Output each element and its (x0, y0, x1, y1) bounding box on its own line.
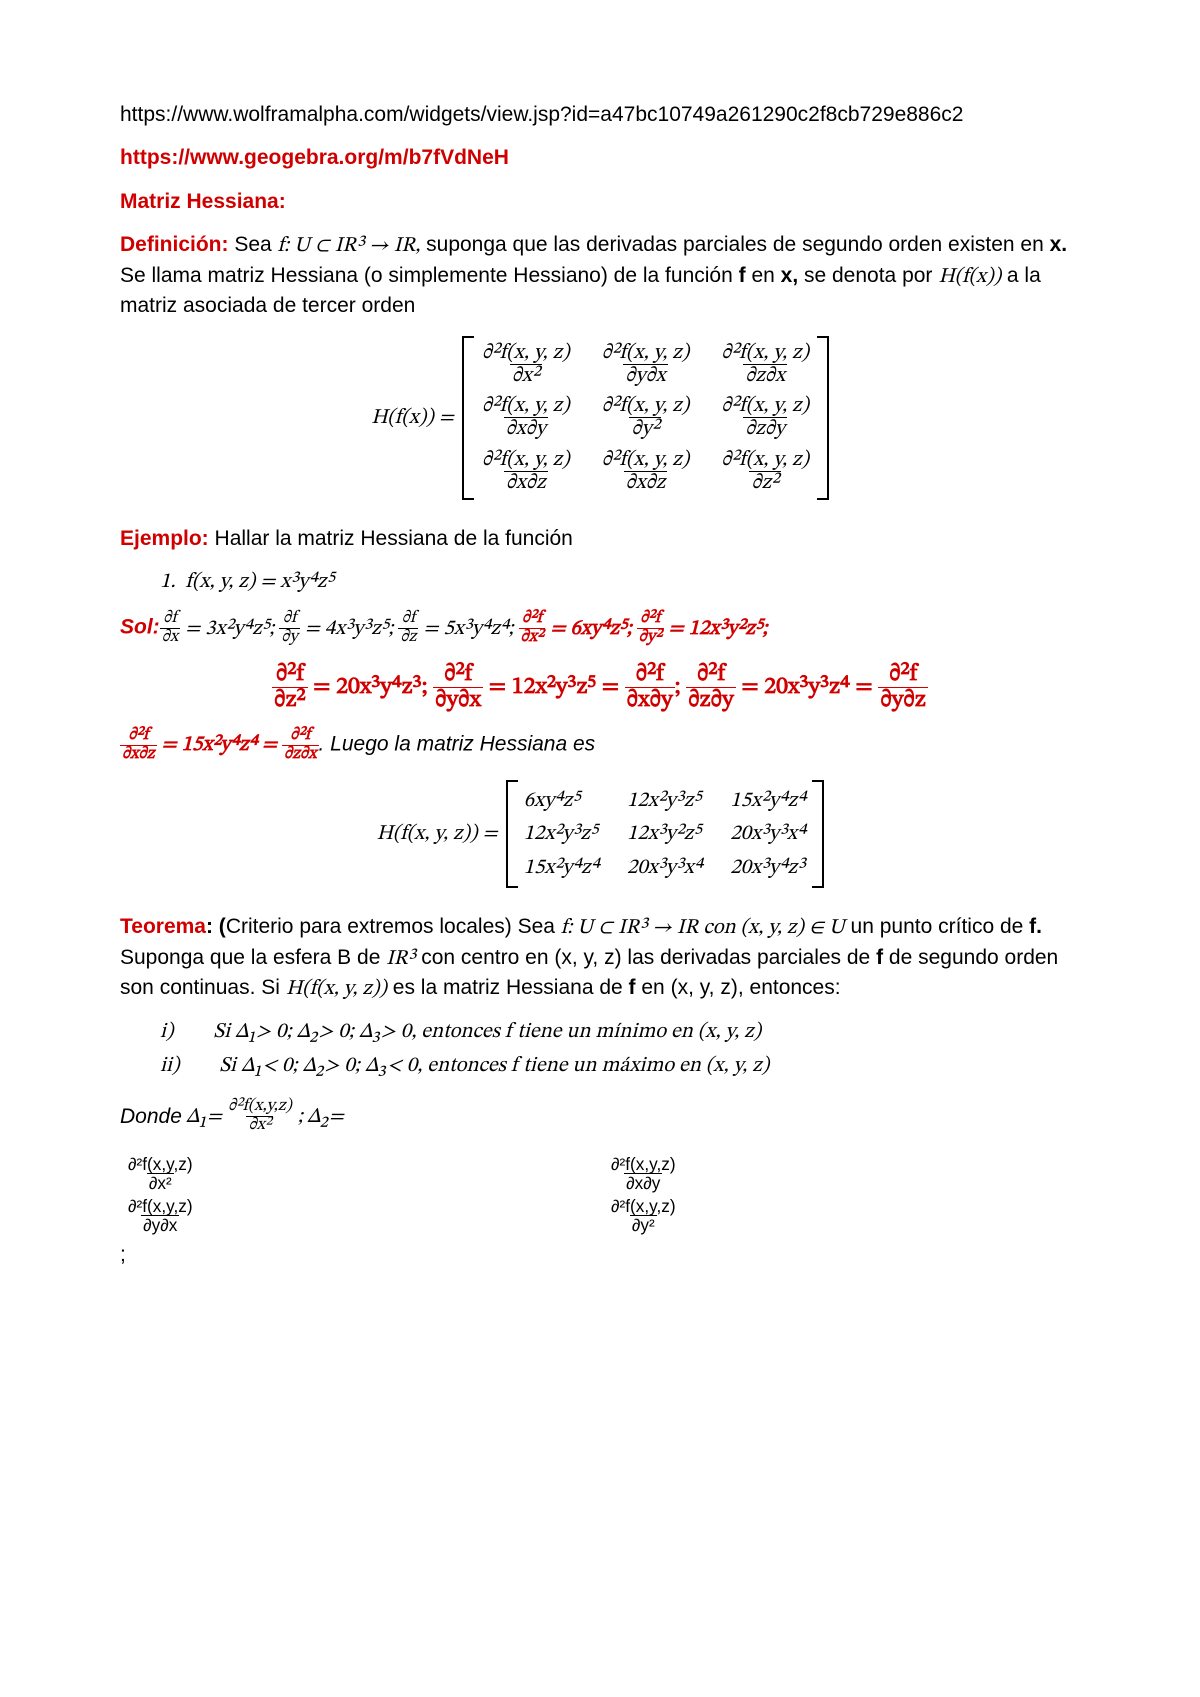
matrix-cell: ∂²f(x, y, z)∂z∂y (719, 395, 811, 440)
solution-line-2: ∂²f∂z² = 20x³y⁴z³; ∂²f∂y∂x = 12x²y³z⁵ = … (120, 662, 1080, 713)
teo-t4: con centro en (x, y, z) las derivadas pa… (415, 946, 876, 969)
cond-ii-text: Si Δ₁< 0; Δ₂> 0; Δ₃< 0, entonces f tiene… (219, 1051, 769, 1080)
matrix-cell: 12x²y³z⁵ (524, 819, 599, 848)
matrix-cell: 20x³y⁴z³ (730, 853, 805, 882)
deltas-line: Donde Δ₁= ∂²f(x,y,z)∂x² ; Δ₂= (120, 1098, 1080, 1135)
matrix-cell: 15x²y⁴z⁴ (730, 786, 805, 815)
matrix-cell: ∂²f(x, y, z)∂y² (600, 395, 692, 440)
hessian-def-lhs: H(f(x)) = (371, 403, 454, 432)
ejemplo-text: Hallar la matriz Hessiana de la función (209, 527, 573, 550)
def-t5: se denota por (798, 264, 938, 287)
def-t1: Sea (229, 233, 278, 256)
page: https://www.wolframalpha.com/widgets/vie… (0, 0, 1200, 1697)
sl3-num1: ∂²f (126, 727, 150, 745)
teo-t3: Suponga que la esfera B de (120, 946, 386, 969)
teorema-paragraph: Teorema: (Criterio para extremos locales… (120, 912, 1080, 1003)
cond-ii-label: ii) (160, 1051, 179, 1080)
teo-ir3: IR³ (386, 948, 415, 969)
matrix-cell: 15x²y⁴z⁴ (524, 853, 599, 882)
example-num: 1. (160, 571, 176, 592)
teo-t6: es la matriz Hessiana de (387, 976, 629, 999)
sol-label: Sol: (120, 616, 160, 639)
matrix-cell: 12x³y²z⁵ (627, 819, 702, 848)
cond-i-label: i) (160, 1017, 173, 1046)
matrix-cell: 12x²y³z⁵ (627, 786, 702, 815)
example-item: 1. f(x, y, z) = x³y⁴z⁵ (160, 567, 1080, 596)
det-cell: ∂²f(x,y,z)∂y∂x (126, 1197, 591, 1234)
def-x: x. (1050, 233, 1068, 256)
ejemplo-label: Ejemplo: (120, 527, 209, 550)
matrix-cell: ∂²f(x, y, z)∂z² (719, 449, 811, 494)
delta2-lhs: Δ₂= (307, 1102, 344, 1131)
sl3-mid: = 15x²y⁴z⁴ = (157, 734, 282, 755)
example-fn: f(x, y, z) = x³y⁴z⁵ (185, 571, 334, 592)
det-cell: ∂²f(x,y,z)∂x² (126, 1155, 591, 1192)
matrix-cell: ∂²f(x, y, z)∂y∂x (600, 342, 692, 387)
def-hf: H(f(x)) (938, 266, 1001, 287)
solution-line-3: ∂²f∂x∂z = 15x²y⁴z⁴ = ∂²f∂z∂x. Luego la m… (120, 727, 1080, 764)
sl3-den2: ∂z∂x (282, 745, 319, 764)
matrix-cell: ∂²f(x, y, z)∂z∂x (719, 342, 811, 387)
hessian-res-lhs: H(f(x, y, z)) = (376, 819, 497, 848)
heading-matriz: Matriz Hessiana: (120, 187, 1080, 216)
teo-f1: f. (1029, 915, 1042, 938)
teo-paren: : ( (206, 915, 226, 938)
matrix-cell: ∂²f(x, y, z)∂x∂z (480, 449, 572, 494)
geogebra-link[interactable]: https://www.geogebra.org/m/b7fVdNeH (120, 143, 1080, 172)
matrix-cell: 6xy⁴z⁵ (524, 786, 599, 815)
ejemplo-line: Ejemplo: Hallar la matriz Hessiana de la… (120, 524, 1080, 553)
teorema-label: Teorema (120, 915, 206, 938)
def-f: f (739, 264, 746, 287)
sl3-den1: ∂x∂z (120, 745, 157, 764)
luego-text: . Luego la matriz Hessiana es (319, 732, 596, 755)
def-t4: en (746, 264, 781, 287)
solution-line-1: Sol:∂f∂x = 3x²y⁴z⁵; ∂f∂y = 4x³y³z⁵; ∂f∂z… (120, 610, 1080, 647)
d1-num: ∂²f(x,y,z) (226, 1098, 294, 1116)
teo-crit: Criterio para extremos locales) Sea (226, 915, 561, 938)
teo-t7: en (x, y, z), entonces: (636, 976, 841, 999)
delta-tail: ; (120, 1243, 126, 1266)
det-cell: ∂²f(x,y,z)∂y² (609, 1197, 1074, 1234)
matrix-cell: 20x³y³x⁴ (730, 819, 805, 848)
teo-f3: f (629, 976, 636, 999)
teo-t2: un punto crítico de (845, 915, 1029, 938)
hessian-result-matrix: H(f(x, y, z)) = 6xy⁴z⁵ 12x²y³z⁵ 15x²y⁴z⁴ 12… (120, 780, 1080, 888)
definicion-label: Definición: (120, 233, 229, 256)
def-fun: f: U ⊂ IR³ → IR, (278, 235, 421, 256)
matrix-cell: 20x³y³x⁴ (627, 853, 702, 882)
d1-den: ∂x² (246, 1116, 273, 1135)
hessian-definition-matrix: H(f(x)) = ∂²f(x, y, z)∂x² ∂²f(x, y, z)∂y∂… (120, 336, 1080, 499)
sl3-num2: ∂²f (288, 727, 312, 745)
conditions-list: i) Si Δ₁> 0; Δ₂> 0; Δ₃> 0, entonces f ti… (160, 1017, 1080, 1080)
delta-sep: ; (298, 1102, 303, 1131)
matrix-cell: ∂²f(x, y, z)∂x∂z (600, 449, 692, 494)
delta1-lhs: Δ₁= (186, 1102, 222, 1131)
wolfram-link-text: https://www.wolframalpha.com/widgets/vie… (120, 100, 1080, 129)
teo-hf: H(f(x, y, z)) (286, 978, 387, 999)
donde-label: Donde (120, 1102, 182, 1131)
def-xb: x, (781, 264, 799, 287)
det-cell: ∂²f(x,y,z)∂x∂y (609, 1155, 1074, 1192)
definicion-paragraph: Definición: Sea f: U ⊂ IR³ → IR, suponga… (120, 230, 1080, 320)
cond-i-text: Si Δ₁> 0; Δ₂> 0; Δ₃> 0, entonces f tiene… (213, 1017, 761, 1046)
def-t3: Se llama matriz Hessiana (o simplemente … (120, 264, 739, 287)
def-t2: suponga que las derivadas parciales de s… (420, 233, 1049, 256)
teo-fun: f: U ⊂ IR³ → IR con (x, y, z) ∈ U (561, 917, 845, 938)
matrix-cell: ∂²f(x, y, z)∂x∂y (480, 395, 572, 440)
matrix-cell: ∂²f(x, y, z)∂x² (480, 342, 572, 387)
